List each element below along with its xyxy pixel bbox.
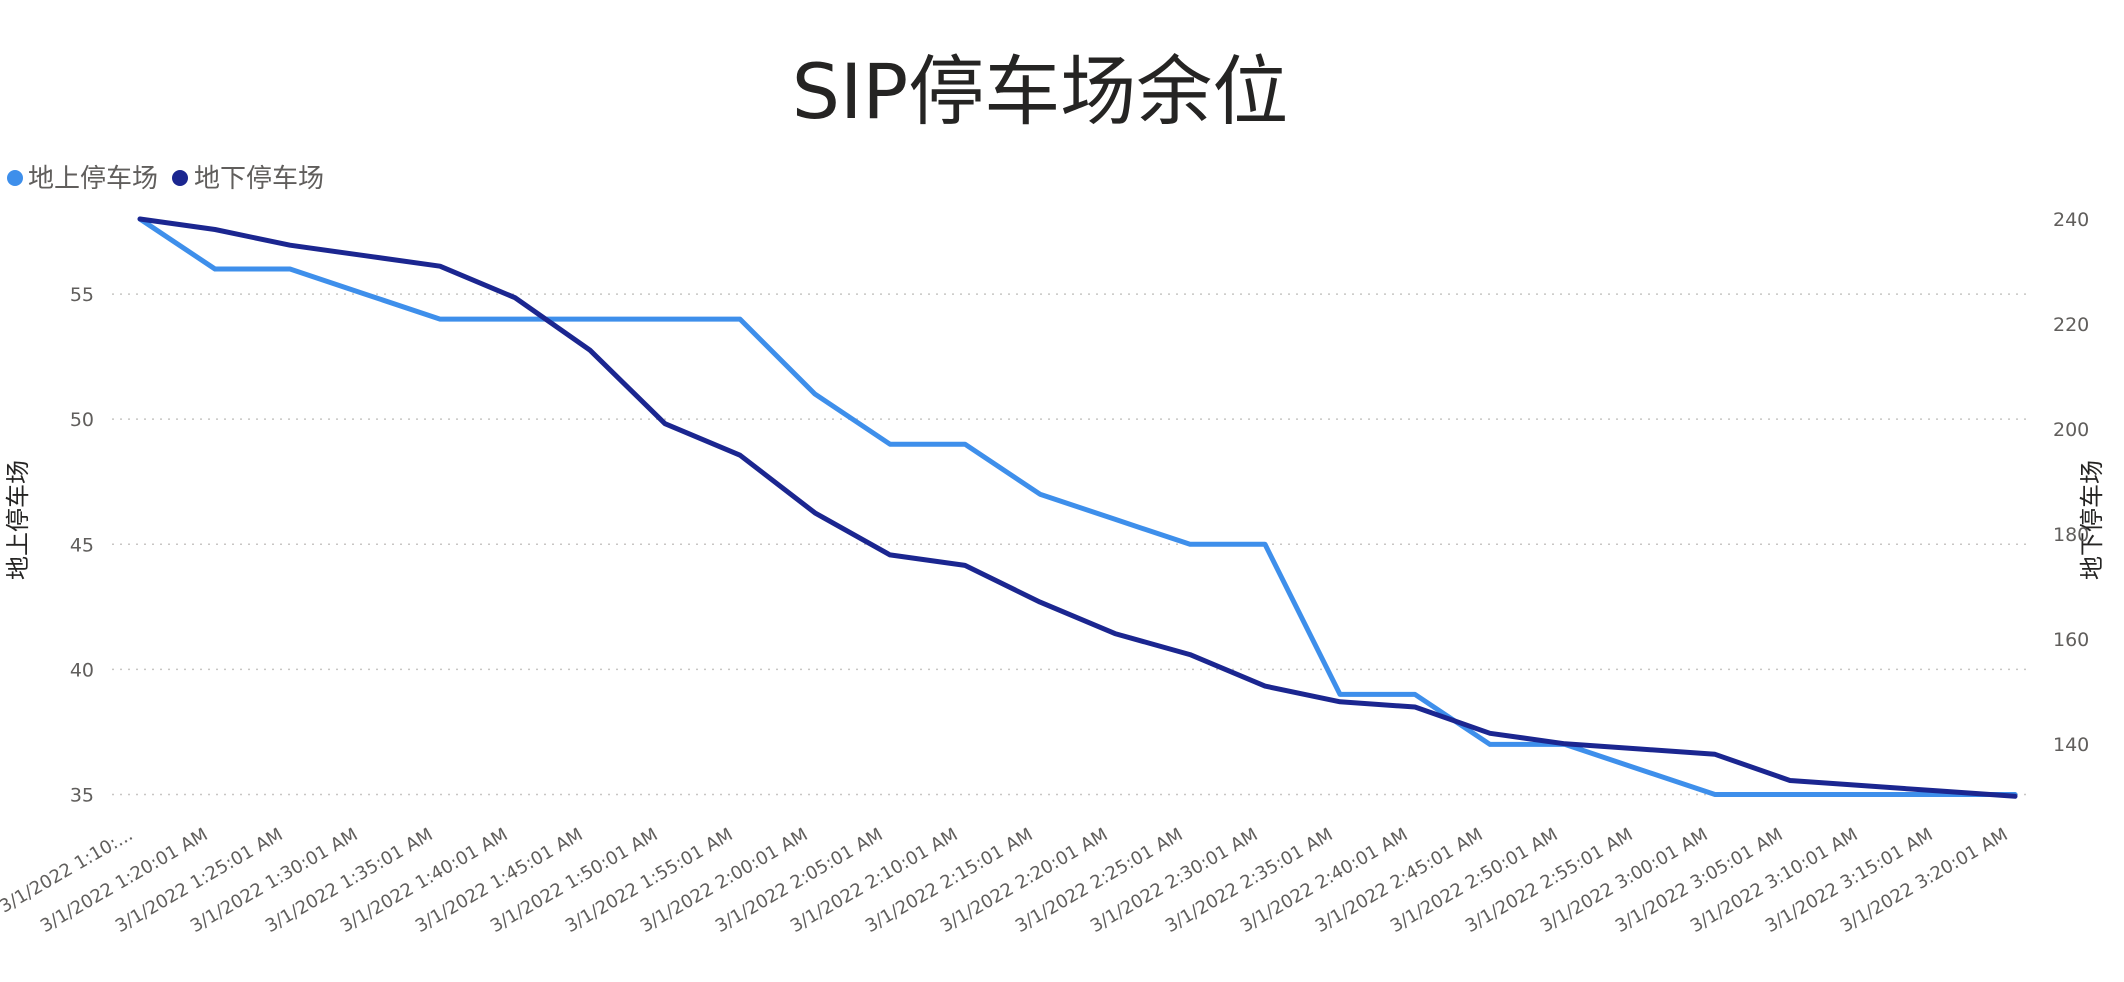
legend-marker-above-ground	[7, 170, 23, 186]
y-axis-left: 35 40 45 50 55	[70, 284, 94, 806]
legend-marker-underground	[172, 170, 188, 186]
data-point-underground[interactable]	[662, 421, 668, 427]
data-point-above-ground[interactable]	[1187, 541, 1193, 547]
data-point-underground[interactable]	[737, 452, 743, 458]
series-lines	[137, 216, 2018, 799]
data-point-underground[interactable]	[1562, 741, 1568, 747]
y-tick-label-left: 35	[70, 784, 94, 806]
data-point-above-ground[interactable]	[1712, 791, 1718, 797]
data-point-underground[interactable]	[137, 216, 143, 222]
data-point-underground[interactable]	[1862, 783, 1868, 789]
data-point-underground[interactable]	[1412, 704, 1418, 710]
y-axis-title-right: 地下停车场	[2078, 460, 2106, 580]
data-point-above-ground[interactable]	[737, 316, 743, 322]
y-tick-label-right: 160	[2053, 629, 2089, 651]
data-point-above-ground[interactable]	[1262, 541, 1268, 547]
y-tick-label-left: 45	[70, 534, 94, 556]
data-point-underground[interactable]	[1637, 746, 1643, 752]
data-point-above-ground[interactable]	[887, 441, 893, 447]
data-point-underground[interactable]	[812, 510, 818, 516]
data-point-above-ground[interactable]	[1787, 791, 1793, 797]
data-point-underground[interactable]	[362, 253, 368, 259]
legend-label-underground[interactable]: 地下停车场	[194, 164, 324, 194]
data-point-underground[interactable]	[587, 347, 593, 353]
data-point-above-ground[interactable]	[212, 266, 218, 272]
data-point-underground[interactable]	[1337, 699, 1343, 705]
data-point-above-ground[interactable]	[512, 316, 518, 322]
series-line-underground[interactable]	[137, 216, 2018, 799]
data-point-above-ground[interactable]	[962, 441, 968, 447]
data-point-above-ground[interactable]	[362, 291, 368, 297]
data-point-underground[interactable]	[1787, 778, 1793, 784]
data-point-underground[interactable]	[512, 295, 518, 301]
y-axis-title-left: 地上停车场	[4, 460, 32, 580]
data-point-underground[interactable]	[1712, 751, 1718, 757]
legend: 地上停车场 地下停车场	[7, 164, 324, 194]
x-axis: 3/1/2022 1:10:...3/1/2022 1:20:01 AM3/1/…	[0, 824, 2012, 937]
data-point-above-ground[interactable]	[437, 316, 443, 322]
y-tick-label-left: 50	[70, 409, 94, 431]
data-point-underground[interactable]	[1487, 730, 1493, 736]
chart-title: SIP停车场余位	[792, 47, 1289, 136]
data-point-underground[interactable]	[212, 226, 218, 232]
data-point-underground[interactable]	[1037, 599, 1043, 605]
data-point-underground[interactable]	[1262, 683, 1268, 689]
data-point-above-ground[interactable]	[662, 316, 668, 322]
legend-label-above-ground[interactable]: 地上停车场	[28, 164, 158, 194]
data-point-underground[interactable]	[1937, 788, 1943, 794]
data-point-underground[interactable]	[1112, 631, 1118, 637]
data-point-above-ground[interactable]	[812, 391, 818, 397]
y-tick-label-right: 200	[2053, 419, 2089, 441]
data-point-above-ground[interactable]	[587, 316, 593, 322]
data-point-above-ground[interactable]	[1862, 791, 1868, 797]
gridlines	[112, 293, 2030, 796]
data-point-underground[interactable]	[962, 562, 968, 568]
data-point-above-ground[interactable]	[1637, 766, 1643, 772]
series-line-above-ground[interactable]	[137, 216, 2018, 797]
y-tick-label-right: 140	[2053, 734, 2089, 756]
y-tick-label-right: 220	[2053, 314, 2089, 336]
data-point-underground[interactable]	[2012, 793, 2018, 799]
data-point-above-ground[interactable]	[1487, 741, 1493, 747]
data-point-above-ground[interactable]	[1337, 691, 1343, 697]
y-tick-label-right: 240	[2053, 209, 2089, 231]
data-point-above-ground[interactable]	[287, 266, 293, 272]
data-point-underground[interactable]	[437, 263, 443, 269]
data-point-above-ground[interactable]	[1037, 491, 1043, 497]
data-point-underground[interactable]	[887, 552, 893, 558]
data-point-above-ground[interactable]	[1112, 516, 1118, 522]
y-tick-label-left: 40	[70, 659, 94, 681]
y-tick-label-left: 55	[70, 284, 94, 306]
data-point-underground[interactable]	[1187, 652, 1193, 658]
data-point-underground[interactable]	[287, 242, 293, 248]
y-axis-right: 140 160 180 200 220 240	[2053, 209, 2089, 756]
data-point-above-ground[interactable]	[1412, 691, 1418, 697]
y-tick-label-right: 180	[2053, 524, 2089, 546]
